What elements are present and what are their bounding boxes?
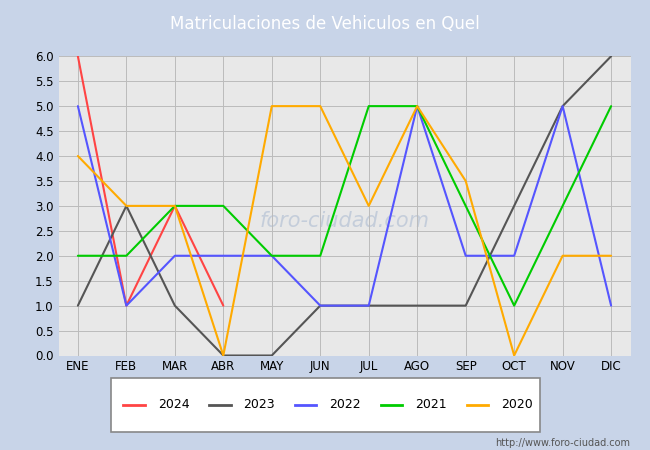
Text: 2023: 2023 <box>244 399 275 411</box>
Text: 2021: 2021 <box>415 399 447 411</box>
FancyBboxPatch shape <box>111 378 540 432</box>
Text: Matriculaciones de Vehiculos en Quel: Matriculaciones de Vehiculos en Quel <box>170 14 480 33</box>
Text: 2022: 2022 <box>330 399 361 411</box>
Text: 2020: 2020 <box>501 399 532 411</box>
Text: foro-ciudad.com: foro-ciudad.com <box>259 211 430 231</box>
Text: 2024: 2024 <box>158 399 189 411</box>
Text: http://www.foro-ciudad.com: http://www.foro-ciudad.com <box>495 438 630 448</box>
